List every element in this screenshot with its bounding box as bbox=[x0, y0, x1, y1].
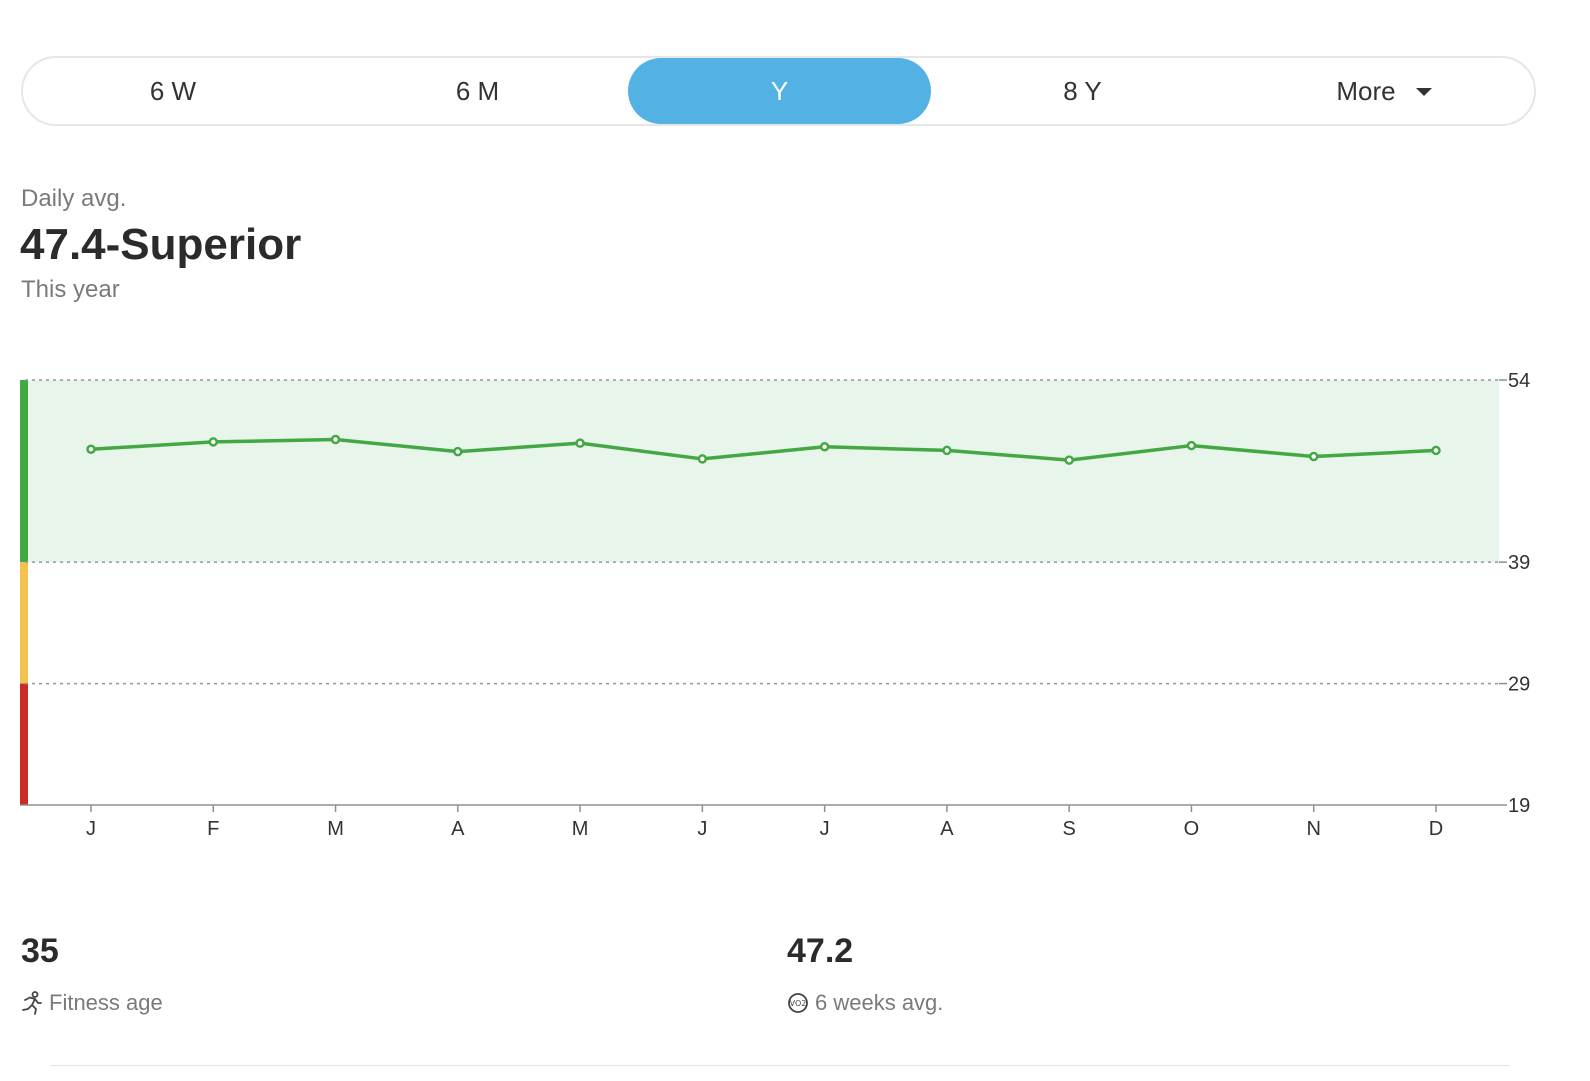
data-point bbox=[1431, 445, 1441, 456]
x-tick-label: N bbox=[1307, 818, 1321, 840]
data-point bbox=[942, 445, 952, 456]
x-tick-label: F bbox=[207, 818, 219, 840]
data-point bbox=[330, 434, 341, 445]
data-point bbox=[1064, 455, 1074, 465]
x-tick-label: J bbox=[86, 818, 96, 840]
fitness-age-value: 35 bbox=[21, 932, 59, 970]
superior-zone-fill bbox=[25, 380, 1499, 563]
x-tick-label: A bbox=[451, 818, 465, 840]
series-line bbox=[90, 437, 1437, 462]
zone-bar-fair bbox=[20, 562, 28, 684]
chevron-down-icon bbox=[1415, 88, 1432, 96]
tab-year[interactable]: Y bbox=[628, 58, 931, 124]
x-tick-label: O bbox=[1184, 818, 1200, 840]
x-tick-label: A bbox=[940, 818, 954, 840]
vo2max-chart: 54 39 29 19 J F M A M J J A S O N D bbox=[20, 370, 1530, 840]
data-point bbox=[575, 438, 585, 448]
six-week-avg-value: 47.2 bbox=[787, 932, 854, 970]
running-person-icon bbox=[22, 991, 42, 1015]
data-point bbox=[1186, 440, 1197, 451]
summary-period: This year bbox=[21, 276, 120, 303]
summary-value: 47.4-Superior bbox=[20, 220, 302, 269]
y-tick-label-39: 39 bbox=[1508, 552, 1530, 574]
summary-caption: Daily avg. bbox=[21, 185, 127, 212]
tab-more[interactable]: More bbox=[1234, 58, 1534, 124]
x-tick-label: M bbox=[572, 818, 589, 840]
data-point bbox=[819, 442, 830, 452]
vo2-icon: VO2 bbox=[788, 993, 808, 1013]
zone-bar-poor bbox=[20, 683, 28, 805]
data-point bbox=[1308, 451, 1319, 462]
bottom-divider bbox=[50, 1065, 1510, 1066]
data-point bbox=[453, 446, 463, 457]
y-tick-label-19: 19 bbox=[1508, 795, 1530, 817]
svg-text:VO2: VO2 bbox=[790, 999, 807, 1008]
fitness-age-label: Fitness age bbox=[21, 990, 163, 1016]
data-point bbox=[697, 454, 708, 464]
x-tick-label: M bbox=[327, 818, 344, 840]
x-tick-label: S bbox=[1063, 818, 1076, 840]
x-tick-label: J bbox=[820, 818, 830, 840]
tab-6-weeks[interactable]: 6 W bbox=[149, 75, 197, 106]
y-tick-label-54: 54 bbox=[1508, 370, 1530, 392]
x-tick-label: J bbox=[697, 818, 707, 840]
data-point bbox=[86, 444, 96, 454]
x-tick-label: D bbox=[1429, 818, 1443, 840]
six-week-avg-label: VO2 6 weeks avg. bbox=[787, 990, 943, 1016]
tab-8-years[interactable]: 8 Y bbox=[1063, 75, 1102, 106]
data-point bbox=[208, 437, 219, 447]
zone-bar-superior bbox=[20, 380, 28, 563]
tab-6-months[interactable]: 6 M bbox=[455, 75, 500, 106]
y-tick-label-29: 29 bbox=[1508, 674, 1530, 696]
range-selector: 6 W 6 M Y 8 Y More bbox=[21, 56, 1536, 126]
